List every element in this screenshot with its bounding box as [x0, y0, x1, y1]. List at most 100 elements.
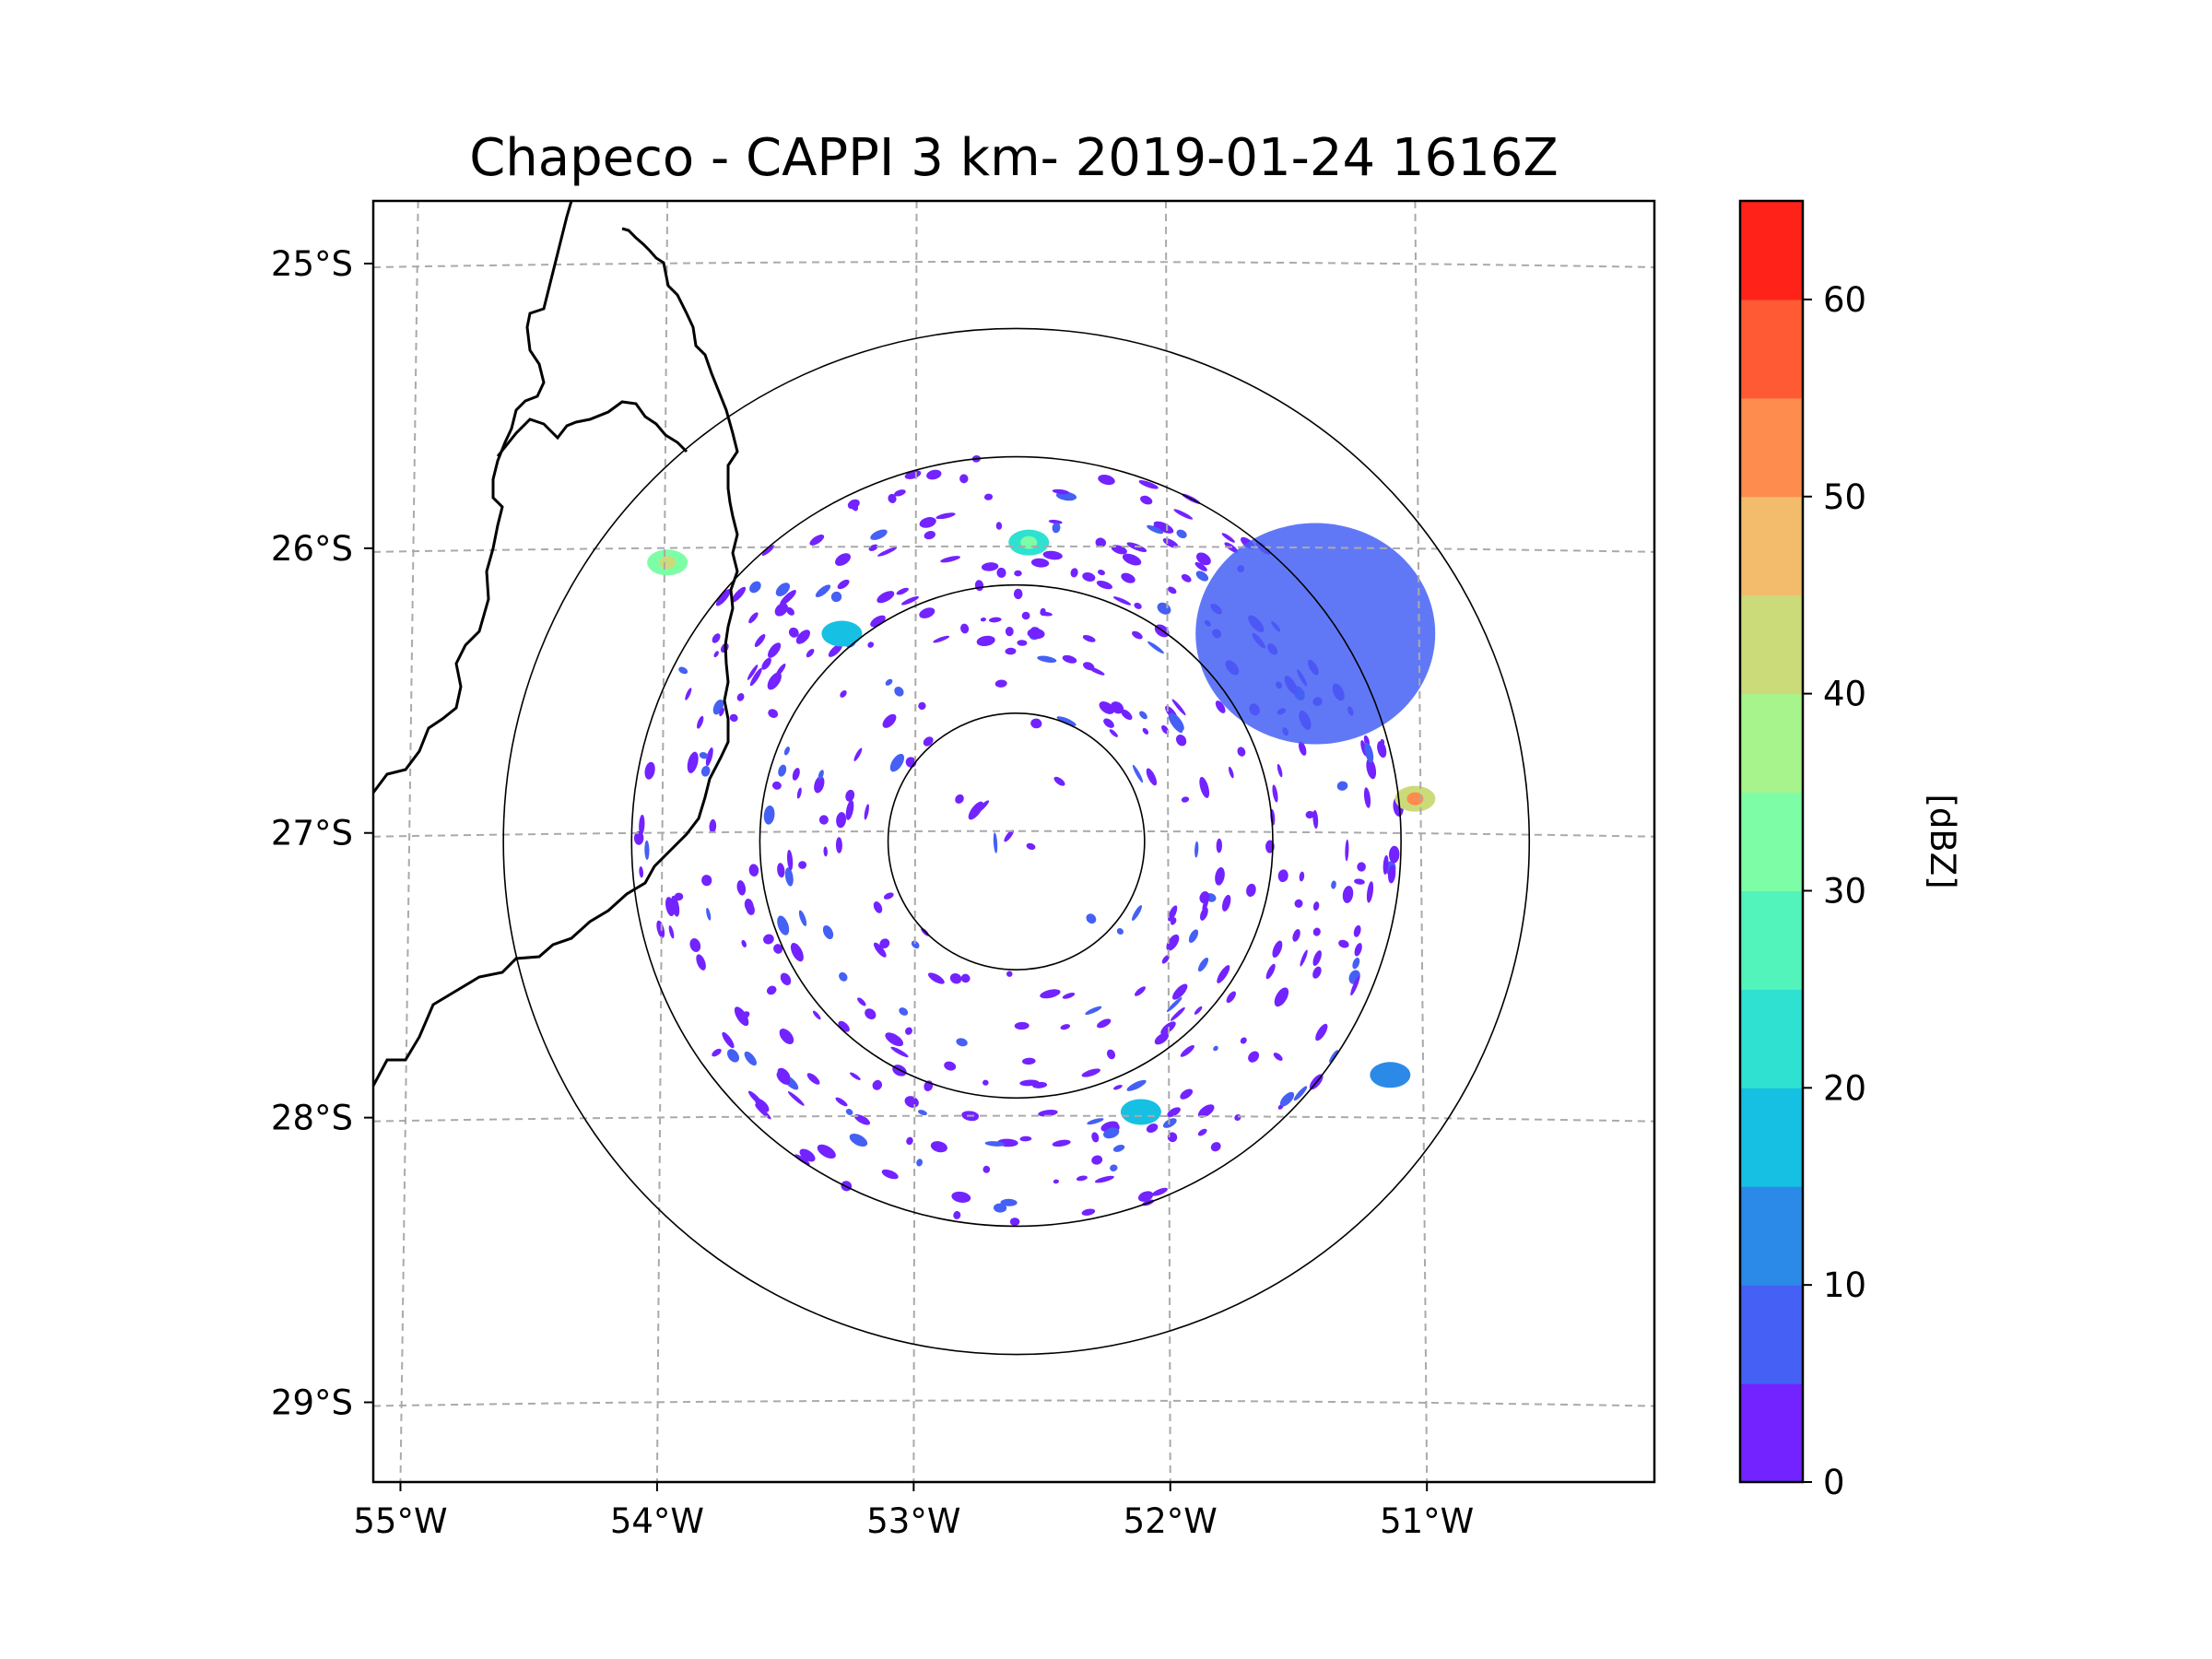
echo-speckle: [768, 709, 779, 718]
echo-speckle: [1195, 552, 1211, 566]
lat-lon-gridlines: [373, 201, 1654, 1482]
echo-speckle: [1122, 553, 1142, 566]
echo-speckle: [779, 1029, 794, 1044]
echo-speckle: [1000, 1198, 1018, 1206]
echo-speckle: [729, 713, 738, 723]
echo-speckle: [935, 512, 956, 520]
echo-speckle: [994, 679, 1007, 688]
x-tick-label: 51°W: [1380, 1501, 1474, 1541]
echo-speckle: [1083, 662, 1095, 671]
echo-region: [1370, 1062, 1411, 1088]
echo-speckle: [787, 1091, 805, 1106]
echo-speckle: [1091, 1155, 1103, 1165]
echo-speckle: [940, 556, 960, 563]
echo-speckle: [792, 768, 800, 781]
echo-speckle: [1021, 611, 1030, 620]
echo-speckle: [798, 861, 807, 869]
range-ring: [887, 712, 1146, 971]
echo-speckle: [1161, 955, 1170, 964]
echo-speckle: [918, 701, 926, 711]
echo-speckle: [849, 1133, 868, 1147]
parallel-gridline: [373, 260, 1654, 268]
echo-speckle: [968, 801, 983, 820]
reflectivity-echoes: [633, 454, 1436, 1227]
echo-speckle: [713, 651, 719, 658]
colorbar-bin: [1740, 299, 1803, 399]
echo-speckle: [1171, 699, 1186, 716]
echo-speckle: [867, 641, 875, 648]
echo-speckle: [1350, 976, 1360, 996]
echo-speckle: [1197, 958, 1209, 972]
colorbar-bin: [1740, 890, 1803, 990]
echo-speckle: [1315, 1023, 1328, 1041]
echo-speckle: [1085, 1006, 1102, 1015]
echo-speckle: [864, 804, 869, 820]
echo-speckle: [899, 1007, 909, 1016]
echo-speckle: [1113, 1084, 1123, 1090]
echo-speckle: [1277, 763, 1283, 778]
echo-speckle: [766, 985, 777, 995]
colorbar-tick-label: 40: [1823, 675, 1866, 714]
echo-speckle: [1138, 1191, 1154, 1202]
echo-speckle: [1181, 796, 1190, 803]
colorbar-bin: [1740, 1186, 1803, 1286]
echo-speckle: [790, 942, 804, 962]
echo-speckle: [1153, 521, 1174, 534]
echo-speckle: [933, 635, 950, 643]
echo-speckle: [983, 493, 994, 500]
echo-speckle: [1342, 886, 1354, 903]
echo-speckle: [1146, 1124, 1159, 1133]
echo-speckle: [1300, 949, 1308, 967]
echo-speckle: [1331, 880, 1336, 889]
echo-speckle: [1176, 529, 1187, 538]
echo-speckle: [712, 633, 721, 643]
echo-speckle: [1312, 927, 1321, 936]
echo-speckle: [1240, 1037, 1247, 1044]
echo-speckle: [830, 591, 842, 603]
echo-speckle: [1180, 1045, 1194, 1057]
echo-speckle: [1052, 1139, 1071, 1147]
echo-speckle: [696, 954, 706, 971]
echo-speckle: [905, 1027, 912, 1035]
echo-speckle: [741, 939, 747, 947]
echo-speckle: [1357, 862, 1366, 872]
echo-speckle: [1038, 1109, 1058, 1117]
echo-speckle: [1353, 924, 1361, 937]
echo-speckle: [771, 781, 782, 790]
echo-speckle: [1151, 1187, 1168, 1196]
echo-speckle: [809, 534, 825, 546]
echo-speckle: [815, 584, 831, 597]
echo-speckle: [1006, 971, 1013, 977]
echo-speckle: [1030, 558, 1050, 568]
colorbar-tick-label: 10: [1823, 1265, 1866, 1305]
echo-speckle: [1272, 940, 1283, 959]
echo-speckle: [1004, 830, 1014, 842]
echo-speckle: [1199, 776, 1210, 798]
echo-speckle: [1132, 905, 1142, 921]
echo-speckle: [778, 764, 787, 777]
echo-speckle: [906, 1136, 913, 1146]
echo-speckle: [1042, 550, 1063, 560]
echo-speckle: [1097, 1018, 1112, 1029]
echo-speckle: [845, 1109, 853, 1115]
echo-speckle: [761, 545, 775, 557]
echo-speckle: [774, 603, 788, 617]
echo-speckle: [1040, 611, 1053, 617]
echo-speckle: [697, 715, 704, 729]
echo-speckle: [1221, 894, 1231, 912]
echo-speckle: [865, 1008, 877, 1019]
echo-speckle: [1248, 1051, 1260, 1063]
meridian-gridline: [1164, 201, 1171, 1482]
echo-speckle: [1197, 1128, 1207, 1136]
echo-speckle: [754, 634, 766, 647]
y-tick-label: 27°S: [271, 814, 353, 853]
colorbar-frame: [1738, 199, 1805, 1484]
echo-speckle: [1175, 735, 1187, 747]
echo-speckle: [959, 474, 969, 484]
echo-speckle: [1081, 1208, 1096, 1216]
echo-speckle: [712, 1048, 722, 1057]
echo-speckle: [1188, 929, 1199, 943]
echo-speckle: [1354, 878, 1365, 885]
colorbar-bin: [1740, 1383, 1803, 1483]
echo-speckle: [1147, 641, 1164, 654]
